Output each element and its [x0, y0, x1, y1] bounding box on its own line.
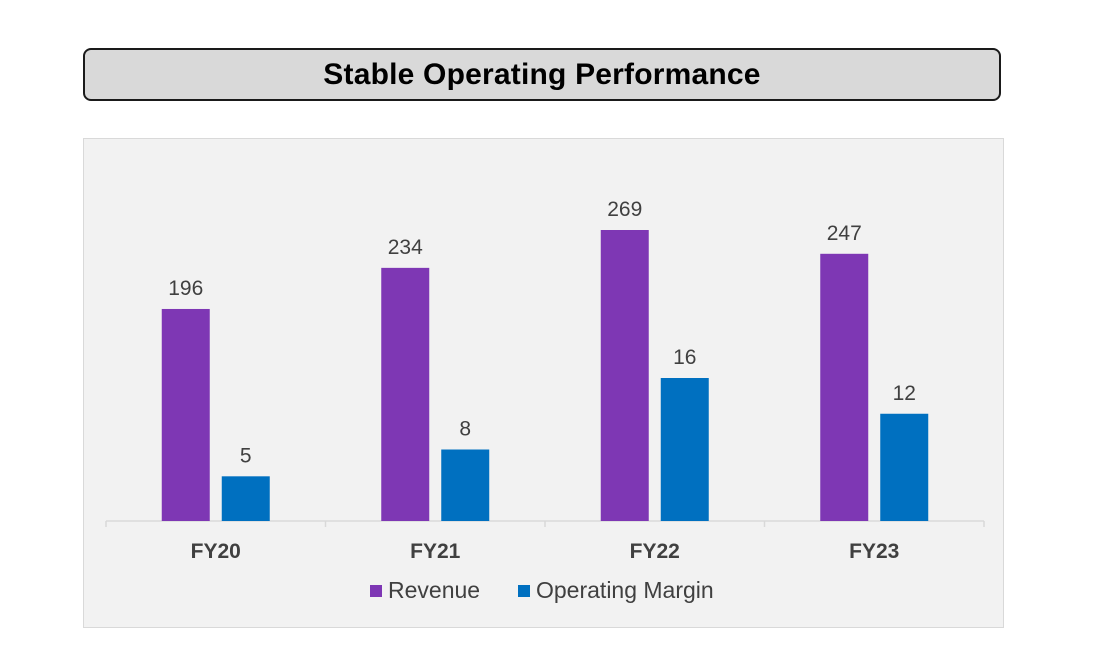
data-label: 269 [607, 198, 642, 221]
bar [880, 413, 929, 521]
legend-swatch [518, 585, 530, 597]
bar [820, 253, 869, 521]
data-label: 234 [388, 236, 423, 259]
x-tick-label: FY20 [191, 540, 241, 563]
chart-panel: 196 234 269 247 5 8 16 12 FY20 FY21 FY22 FY23 Revenu… [83, 138, 1004, 628]
data-label: 247 [827, 222, 862, 245]
bar-chart: 196 234 269 247 5 8 16 12 FY20 FY21 FY22 FY23 Revenu… [105, 198, 985, 603]
bar [660, 378, 709, 521]
legend-label: Revenue [388, 577, 480, 603]
bar [441, 449, 490, 521]
x-tick-label: FY21 [410, 540, 461, 563]
bar [221, 476, 270, 521]
legend-label: Operating Margin [536, 577, 714, 603]
data-label: 16 [673, 346, 696, 369]
data-label: 5 [240, 444, 252, 467]
chart-title-box: Stable Operating Performance [83, 48, 1001, 101]
data-label: 196 [168, 277, 203, 300]
x-tick-label: FY22 [630, 540, 680, 563]
legend-swatch [370, 585, 382, 597]
data-label: 12 [893, 382, 916, 405]
bar [600, 230, 649, 521]
bar [161, 308, 210, 521]
x-tick-label: FY23 [849, 540, 899, 563]
data-label: 8 [459, 418, 471, 441]
bar [381, 267, 430, 521]
chart-title: Stable Operating Performance [323, 57, 761, 91]
